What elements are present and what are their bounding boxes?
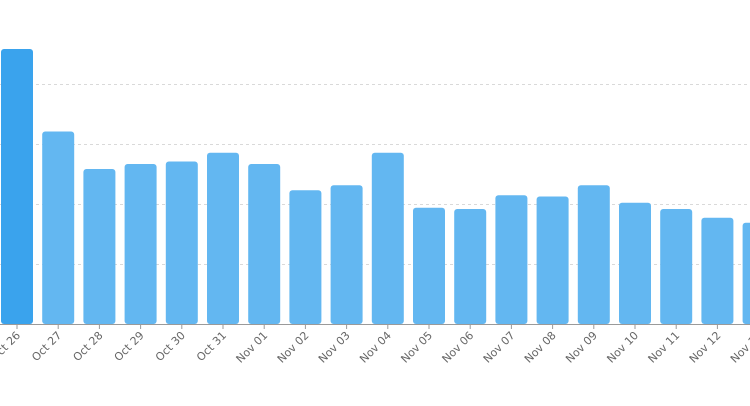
bar-nov-10[interactable] [619, 202, 651, 324]
bar-nov-01[interactable] [248, 164, 281, 324]
x-tick-label: Nov 13 [728, 329, 750, 366]
x-axis-ticks [16, 324, 718, 329]
bar-nov-08[interactable] [536, 196, 569, 325]
bar-oct-28[interactable] [83, 169, 116, 324]
x-tick-label: Nov 11 [646, 329, 683, 366]
bar-nov-11[interactable] [660, 209, 693, 324]
bars [1, 49, 750, 324]
x-tick-label: Nov 04 [357, 329, 394, 366]
x-tick-label: Nov 12 [687, 329, 724, 366]
x-tick-label: Oct 27 [29, 329, 64, 364]
x-tick-label: Nov 01 [234, 329, 271, 366]
bar-nov-13[interactable] [742, 222, 750, 324]
bar-oct-26[interactable] [1, 49, 33, 324]
x-tick-label: Nov 09 [563, 329, 600, 366]
x-tick-label: Oct 30 [153, 329, 188, 364]
bar-oct-29[interactable] [124, 164, 157, 324]
x-tick-label: Nov 02 [275, 329, 312, 366]
bar-nov-05[interactable] [413, 207, 445, 324]
bar-nov-03[interactable] [330, 185, 363, 324]
bar-oct-31[interactable] [207, 152, 239, 324]
x-axis-labels: Oct 26 Oct 27 Oct 28 Oct 29 Oct 30 Oct 31 Nov … [0, 329, 750, 366]
bar-nov-09[interactable] [577, 185, 610, 324]
bar-nov-02[interactable] [289, 190, 322, 324]
bar-nov-06[interactable] [454, 209, 487, 324]
bar-nov-12[interactable] [701, 217, 734, 324]
bar-nov-04[interactable] [371, 152, 404, 324]
x-tick-label: Nov 08 [522, 329, 559, 366]
x-tick-label: Oct 31 [194, 329, 229, 364]
x-tick-label: Nov 07 [481, 329, 518, 366]
x-tick-label: Oct 29 [112, 329, 147, 364]
x-tick-label: Nov 10 [604, 329, 641, 366]
bar-oct-30[interactable] [165, 161, 198, 325]
x-tick-label: Nov 03 [316, 329, 353, 366]
bar-nov-07[interactable] [495, 195, 528, 324]
x-tick-label: Oct 28 [71, 329, 106, 364]
bar-oct-27[interactable] [42, 131, 75, 325]
x-tick-label: Oct 26 [0, 329, 23, 364]
x-tick-label: Nov 06 [440, 329, 477, 366]
x-tick-label: Nov 05 [398, 329, 435, 366]
